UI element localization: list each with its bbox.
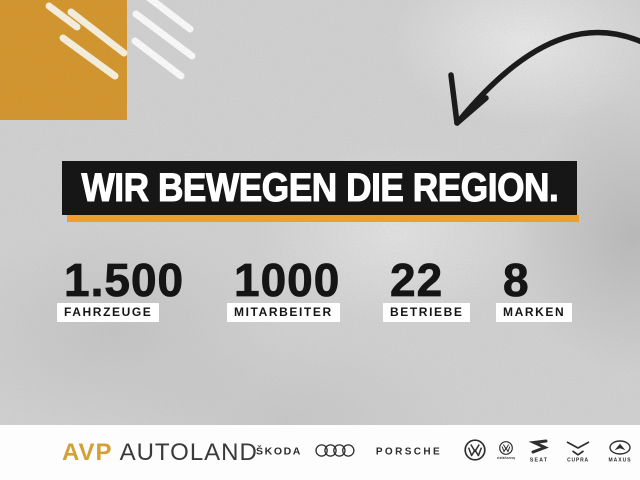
- stat-value: 1.500: [64, 254, 185, 306]
- cupra-logo-icon: CUPRA: [566, 440, 590, 463]
- orange-accent-square: [0, 0, 127, 120]
- autoland-logo-text: AUTOLAND: [119, 438, 258, 466]
- cupra-caption: CUPRA: [567, 457, 589, 463]
- brand-logo-row: ŠKODA PORSCHE: [253, 425, 637, 480]
- stat-betriebe: 22 BETRIEBE: [383, 254, 471, 322]
- stat-label-badge: BETRIEBE: [383, 303, 471, 322]
- headline-text: WIR BEWEGEN DIE REGION.: [81, 165, 559, 210]
- maxus-logo-icon: MAXUS: [608, 439, 631, 463]
- porsche-wordmark: PORSCHE: [376, 446, 442, 457]
- footer-bar: AVP AUTOLAND ŠKODA PORSCHE: [0, 425, 640, 480]
- avp-logo-text: AVP: [62, 438, 113, 466]
- avp-autoland-logo: AVP AUTOLAND: [62, 425, 258, 480]
- headline-banner: WIR BEWEGEN DIE REGION.: [62, 161, 577, 215]
- seat-caption: SEAT: [530, 457, 548, 463]
- skoda-wordmark: ŠKODA: [256, 444, 302, 457]
- seat-logo-icon: SEAT: [528, 439, 549, 463]
- stat-label-badge: MARKEN: [496, 303, 573, 322]
- vw-nutzfahrzeuge-roundel-icon: Nutzfahrzeuge: [497, 440, 515, 460]
- skoda-logo: ŠKODA: [256, 444, 302, 457]
- porsche-wordmark-text: PORSCHE: [376, 446, 442, 457]
- stat-value: 8: [503, 254, 530, 306]
- stat-marken: 8 MARKEN: [496, 254, 573, 322]
- maxus-caption: MAXUS: [608, 457, 631, 463]
- vw-roundel-icon: [464, 438, 486, 461]
- stat-label-badge: MITARBEITER: [227, 303, 340, 322]
- audi-rings-icon: [315, 443, 355, 457]
- stat-mitarbeiter: 1000 MITARBEITER: [227, 254, 341, 322]
- stat-fahrzeuge: 1.500 FAHRZEUGE: [57, 254, 185, 322]
- headline-underline: [67, 215, 579, 222]
- stat-value: 1000: [234, 254, 341, 306]
- stat-label-badge: FAHRZEUGE: [57, 303, 160, 322]
- vw-nutzfahrzeuge-caption: Nutzfahrzeuge: [497, 456, 515, 460]
- stat-value: 22: [390, 254, 444, 306]
